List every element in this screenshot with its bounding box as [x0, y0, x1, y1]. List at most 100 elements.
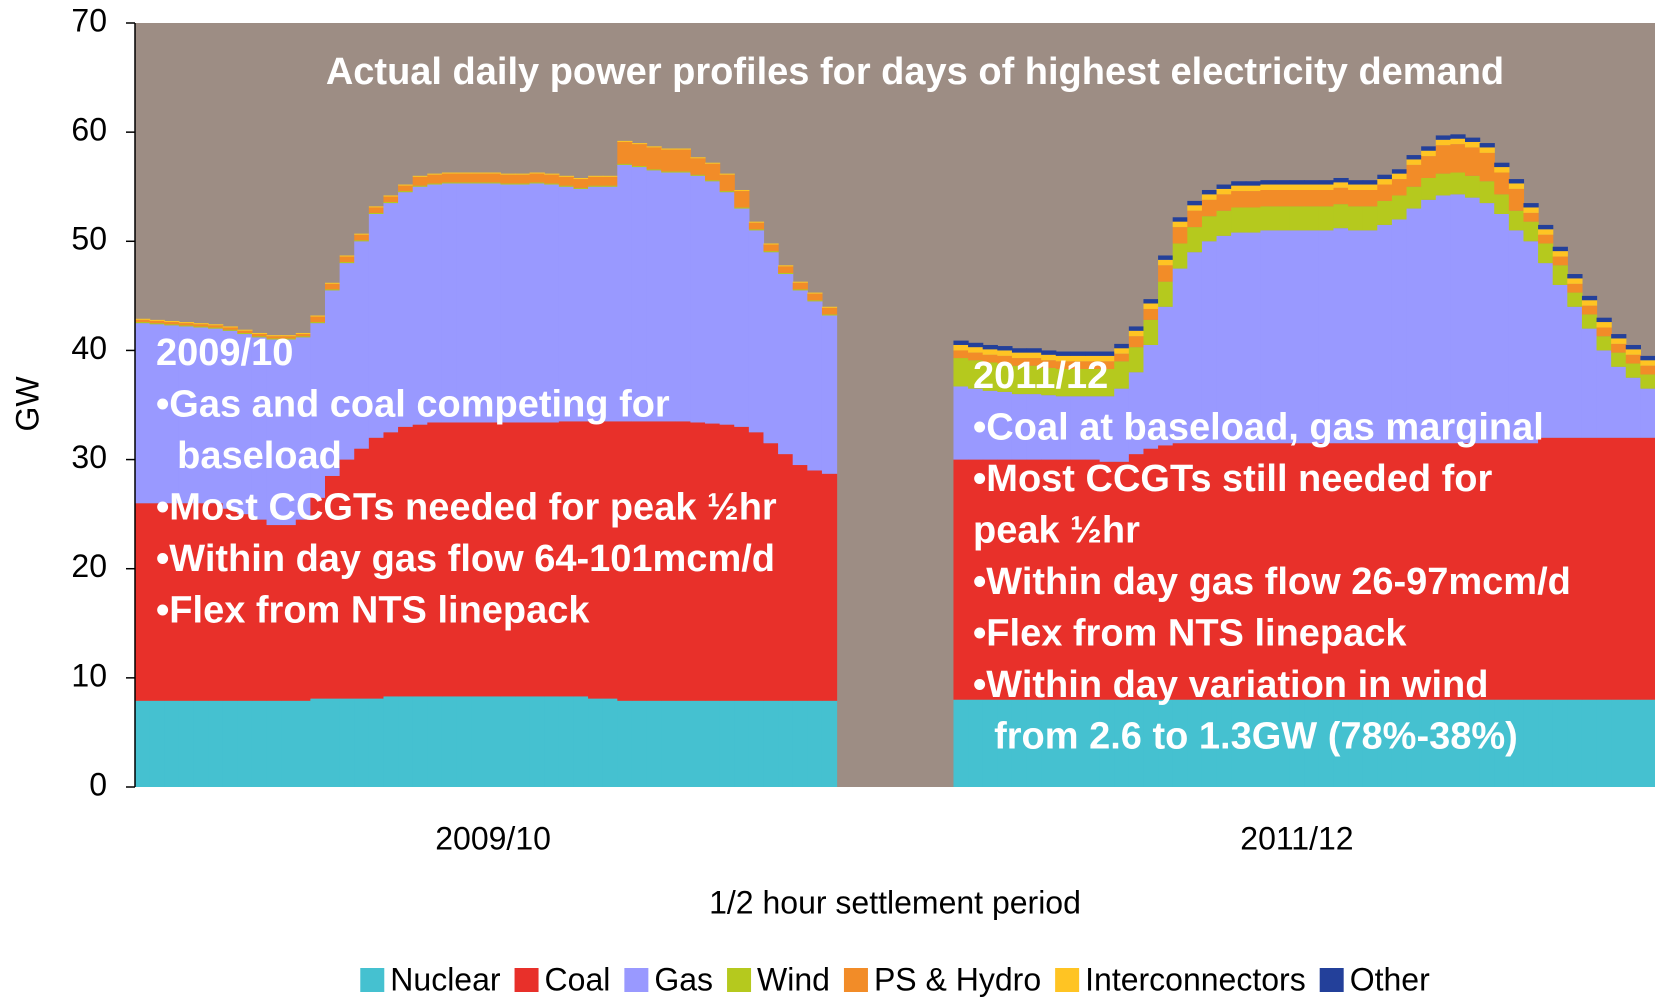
bar-segment: [1026, 358, 1042, 366]
bar-segment: [164, 320, 180, 323]
bar-segment: [1245, 181, 1261, 186]
bar-segment: [705, 180, 721, 182]
bar-segment: [1465, 141, 1481, 148]
bar-segment: [471, 422, 487, 697]
bar-segment: [383, 203, 399, 433]
bar-segment: [705, 700, 721, 787]
legend-swatch: [843, 968, 868, 992]
bar-segment: [515, 174, 531, 184]
bar-segment: [748, 221, 765, 223]
bar-segment: [310, 698, 326, 787]
bar-segment: [968, 342, 984, 348]
bar-segment: [1435, 699, 1451, 787]
bar-segment: [1538, 243, 1554, 264]
bar-segment: [675, 700, 691, 787]
bar-segment: [982, 459, 998, 700]
bar-segment: [398, 696, 414, 787]
bar-segment: [675, 172, 691, 422]
bar-segment: [368, 698, 385, 787]
bar-segment: [748, 229, 765, 231]
bar-segment: [222, 329, 238, 331]
y-tick-label: 10: [71, 657, 107, 693]
bar-segment: [1348, 230, 1364, 444]
bar-segment: [661, 171, 677, 173]
bar-segment: [558, 696, 575, 787]
bar-segment: [1275, 180, 1291, 185]
bar-segment: [1450, 138, 1466, 145]
bar-segment: [1523, 221, 1539, 242]
bar-segment: [295, 336, 311, 338]
bar-segment: [1348, 206, 1364, 231]
y-axis-title: GW: [9, 376, 45, 432]
bar-segment: [1552, 265, 1568, 285]
bar-segment: [1245, 232, 1261, 444]
bar-segment: [734, 700, 750, 787]
bar-segment: [734, 208, 750, 427]
bar-segment: [295, 700, 311, 787]
bar-segment: [997, 391, 1013, 460]
bar-segment: [1318, 443, 1335, 700]
bar-segment: [646, 421, 662, 701]
bar-segment: [544, 173, 560, 175]
bar-segment: [1362, 699, 1378, 787]
bar-segment: [1143, 308, 1159, 320]
bar-segment: [178, 503, 195, 701]
bar-segment: [1099, 461, 1115, 700]
bar-segment: [383, 195, 399, 197]
bar-segment: [1231, 191, 1247, 208]
bar-segment: [1333, 182, 1349, 188]
bar-segment: [1596, 317, 1612, 323]
bar-segment: [1143, 699, 1159, 787]
bar-segment: [193, 323, 209, 325]
bar-segment: [1640, 374, 1655, 389]
bar-segment: [705, 181, 721, 424]
bar-segment: [310, 323, 326, 498]
bar-segment: [588, 698, 604, 787]
bar-segment: [646, 700, 662, 787]
bar-segment: [325, 282, 341, 284]
bar-segment: [1070, 396, 1086, 460]
bar-segment: [412, 186, 428, 425]
bar-segment: [1260, 180, 1276, 185]
annotation-line: •Most CCGTs needed for peak ½hr: [156, 487, 777, 529]
annotation-line: 2009/10: [156, 332, 293, 374]
bar-segment: [1552, 699, 1568, 787]
bar-segment: [1070, 368, 1086, 397]
bar-segment: [1479, 147, 1495, 153]
bar-segment: [281, 336, 297, 339]
bar-segment: [1026, 365, 1042, 395]
annotation-line: •Coal at baseload, gas marginal: [973, 407, 1544, 449]
bar-segment: [222, 326, 238, 328]
bar-segment: [1406, 159, 1422, 165]
bar-segment: [427, 696, 443, 787]
bar-segment: [485, 183, 501, 423]
bar-segment: [763, 252, 779, 444]
bar-segment: [1333, 443, 1349, 700]
bar-segment: [1596, 336, 1612, 351]
bar-segment: [412, 424, 428, 697]
bar-segment: [1011, 358, 1028, 366]
bar-segment: [1538, 229, 1554, 235]
bar-segment: [558, 421, 575, 697]
bar-segment: [1611, 437, 1627, 700]
legend-swatch: [1055, 968, 1080, 992]
bar-segment: [1041, 360, 1057, 368]
bar-segment: [1523, 443, 1539, 700]
bar-segment: [1085, 361, 1101, 369]
bar-segment: [982, 362, 998, 391]
bar-segment: [1187, 699, 1203, 787]
bar-segment: [748, 230, 765, 433]
bar-segment: [193, 324, 209, 327]
bar-segment: [1479, 143, 1495, 148]
bar-segment: [675, 421, 691, 701]
bar-segment: [748, 432, 765, 701]
bar-segment: [661, 700, 677, 787]
bar-segment: [1479, 699, 1495, 787]
bar-segment: [1099, 368, 1115, 397]
bar-segment: [1611, 338, 1627, 344]
annotation-line: baseload: [156, 435, 342, 477]
bar-segment: [1421, 150, 1437, 157]
bar-segment: [427, 183, 443, 185]
bar-segment: [193, 326, 209, 328]
bar-segment: [1231, 443, 1247, 700]
